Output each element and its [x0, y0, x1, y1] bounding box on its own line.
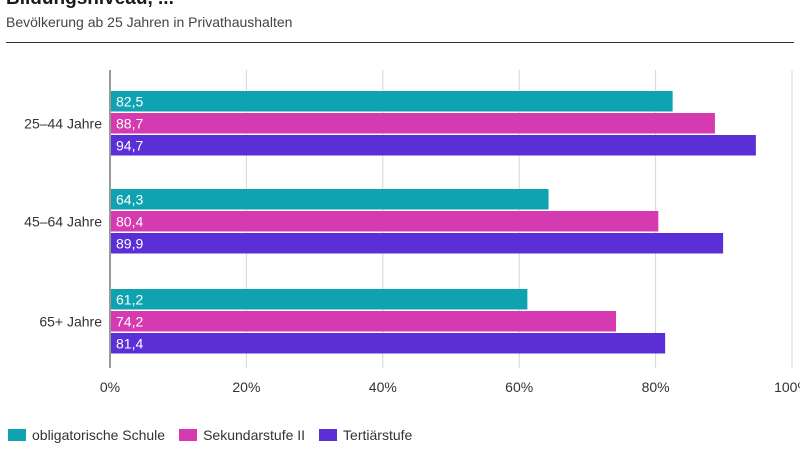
data-label-1-1: 82,5	[116, 93, 143, 109]
legend-item-1: obligatorische Schule	[8, 427, 165, 443]
bar-1-series-2	[111, 113, 715, 134]
legend: obligatorische Schule Sekundarstufe II Ter…	[8, 426, 426, 444]
data-label-1-3: 94,7	[116, 137, 143, 153]
bar-2-series-1	[111, 189, 549, 210]
x-tick-label-0: 0%	[100, 379, 120, 395]
category-label-2: 45–64 Jahre	[24, 213, 102, 229]
bar-3-series-2	[111, 311, 617, 332]
legend-label-1: obligatorische Schule	[32, 427, 166, 443]
chart-subtitle: Bevölkerung ab 25 Jahren in Privathausha…	[6, 14, 293, 30]
header-divider	[6, 42, 794, 43]
x-tick-label-100: 100%	[774, 379, 800, 395]
data-label-2-1: 64,3	[116, 191, 143, 207]
bar-1-series-1	[111, 91, 673, 112]
data-label-2-2: 80,4	[116, 213, 143, 229]
legend-swatch-1	[8, 429, 26, 441]
category-label-3: 65+ Jahre	[39, 313, 102, 329]
data-label-3-2: 74,2	[116, 313, 143, 329]
data-label-3-1: 61,2	[116, 291, 143, 307]
bar-1-series-3	[111, 135, 756, 156]
legend-label-3: Tertiärstufe	[343, 427, 413, 443]
x-tick-label-60: 60%	[505, 379, 533, 395]
legend-item-3: Tertiärstufe	[319, 427, 412, 443]
x-tick-label-20: 20%	[232, 379, 260, 395]
x-tick-label-80: 80%	[642, 379, 670, 395]
x-tick-label-40: 40%	[369, 379, 397, 395]
data-label-1-2: 88,7	[116, 115, 143, 131]
bar-3-series-3	[111, 333, 666, 354]
bar-3-series-1	[111, 289, 528, 310]
legend-item-2: Sekundarstufe II	[179, 427, 305, 443]
bar-2-series-3	[111, 233, 724, 254]
legend-label-2: Sekundarstufe II	[203, 427, 306, 443]
bar-2-series-2	[111, 211, 659, 232]
chart-title-clipped: Bildungsniveau, ...	[6, 0, 174, 10]
category-label-1: 25–44 Jahre	[24, 115, 102, 131]
legend-swatch-3	[319, 429, 338, 441]
data-label-2-3: 89,9	[116, 235, 143, 251]
legend-swatch-2	[179, 429, 198, 441]
bar-chart: 82,5 88,7 94,7 25–44 Jahre 64,3 80,4 89,9 45–64…	[24, 70, 800, 395]
data-label-3-3: 81,4	[116, 335, 143, 351]
